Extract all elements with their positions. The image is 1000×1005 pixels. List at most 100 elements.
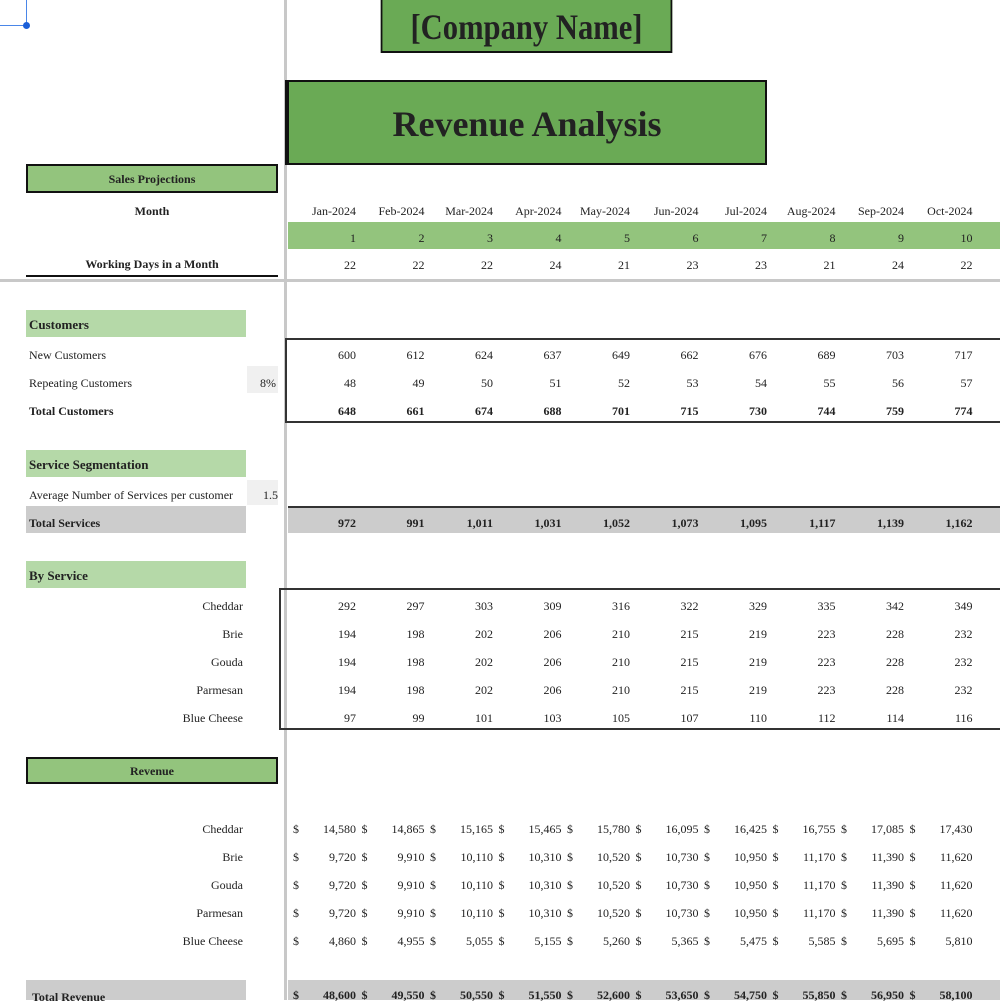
by-service-header[interactable]: By Service xyxy=(26,561,246,588)
customer-value-cell[interactable]: 676 xyxy=(749,348,767,362)
revenue-value-cell[interactable]: 10,520 xyxy=(597,850,630,864)
service-value-cell[interactable]: 103 xyxy=(543,711,562,725)
revenue-value-cell[interactable]: 11,390 xyxy=(871,850,904,864)
revenue-value-cell[interactable]: 16,755 xyxy=(802,822,836,836)
revenue-value-cell[interactable]: 10,730 xyxy=(665,906,699,920)
working-days-cell[interactable]: 22 xyxy=(960,258,973,272)
total-revenue-cell[interactable]: 49,550 xyxy=(391,988,425,1002)
service-value-cell[interactable]: 215 xyxy=(680,627,699,641)
total-services-cell[interactable]: 991 xyxy=(406,516,425,530)
service-value-cell[interactable]: 116 xyxy=(954,711,973,725)
customer-value-cell[interactable]: 637 xyxy=(543,348,562,362)
working-days-cell[interactable]: 24 xyxy=(549,258,562,272)
customer-value-cell[interactable]: 49 xyxy=(412,376,425,390)
revenue-value-cell[interactable]: 10,310 xyxy=(528,906,562,920)
customer-value-cell[interactable]: 612 xyxy=(406,348,425,362)
service-value-cell[interactable]: 202 xyxy=(475,627,493,641)
service-value-cell[interactable]: 349 xyxy=(954,599,973,613)
total-revenue-cell[interactable]: 52,600 xyxy=(597,988,630,1002)
month-header-cell[interactable]: Feb-2024 xyxy=(378,204,425,218)
service-value-cell[interactable]: 101 xyxy=(475,711,493,725)
service-value-cell[interactable]: 228 xyxy=(886,655,904,669)
service-value-cell[interactable]: 228 xyxy=(886,627,904,641)
customer-value-cell[interactable]: 48 xyxy=(344,376,356,390)
revenue-value-cell[interactable]: 11,390 xyxy=(871,906,904,920)
revenue-value-cell[interactable]: 9,720 xyxy=(329,878,356,892)
customer-value-cell[interactable]: 674 xyxy=(475,404,493,418)
revenue-value-cell[interactable]: 17,085 xyxy=(871,822,904,836)
month-header-cell[interactable]: Aug-2024 xyxy=(786,204,836,218)
service-value-cell[interactable]: 198 xyxy=(406,627,425,641)
total-revenue-cell[interactable]: 58,100 xyxy=(939,988,973,1002)
total-revenue-cell[interactable]: 53,650 xyxy=(665,988,699,1002)
service-value-cell[interactable]: 303 xyxy=(475,599,493,613)
service-value-cell[interactable]: 316 xyxy=(612,599,630,613)
page-title-cell[interactable]: Revenue Analysis xyxy=(285,80,767,165)
revenue-value-cell[interactable]: 11,170 xyxy=(802,906,836,920)
customer-value-cell[interactable]: 689 xyxy=(817,348,836,362)
service-value-cell[interactable]: 99 xyxy=(412,711,425,725)
service-value-cell[interactable]: 198 xyxy=(406,683,425,697)
service-value-cell[interactable]: 228 xyxy=(886,683,904,697)
total-services-cell[interactable]: 1,073 xyxy=(671,516,699,530)
customer-value-cell[interactable]: 624 xyxy=(475,348,493,362)
sales-projections-header[interactable]: Sales Projections xyxy=(26,164,278,193)
service-value-cell[interactable]: 210 xyxy=(612,627,630,641)
service-value-cell[interactable]: 114 xyxy=(886,711,904,725)
revenue-value-cell[interactable]: 9,910 xyxy=(397,878,425,892)
customer-value-cell[interactable]: 648 xyxy=(338,404,356,418)
revenue-value-cell[interactable]: 10,950 xyxy=(734,878,767,892)
customer-value-cell[interactable]: 759 xyxy=(886,404,904,418)
customer-value-cell[interactable]: 54 xyxy=(755,376,767,390)
service-value-cell[interactable]: 202 xyxy=(475,683,493,697)
customer-value-cell[interactable]: 51 xyxy=(549,376,562,390)
customer-value-cell[interactable]: 50 xyxy=(481,376,493,390)
revenue-value-cell[interactable]: 10,310 xyxy=(528,850,562,864)
service-value-cell[interactable]: 292 xyxy=(338,599,356,613)
revenue-value-cell[interactable]: 11,390 xyxy=(871,878,904,892)
revenue-value-cell[interactable]: 10,950 xyxy=(734,850,767,864)
service-value-cell[interactable]: 223 xyxy=(817,627,836,641)
service-value-cell[interactable]: 335 xyxy=(817,599,836,613)
frozen-row-divider[interactable] xyxy=(0,279,1000,282)
revenue-value-cell[interactable]: 15,165 xyxy=(460,822,493,836)
customer-value-cell[interactable]: 730 xyxy=(749,404,767,418)
revenue-value-cell[interactable]: 10,110 xyxy=(460,878,493,892)
revenue-value-cell[interactable]: 9,720 xyxy=(329,906,356,920)
customer-value-cell[interactable]: 57 xyxy=(960,376,973,390)
revenue-value-cell[interactable]: 9,910 xyxy=(397,850,425,864)
month-header-cell[interactable]: Jan-2024 xyxy=(312,204,356,218)
service-value-cell[interactable]: 206 xyxy=(543,683,562,697)
service-value-cell[interactable]: 219 xyxy=(749,655,767,669)
month-header-cell[interactable]: Oct-2024 xyxy=(927,204,973,218)
customer-value-cell[interactable]: 744 xyxy=(817,404,836,418)
revenue-value-cell[interactable]: 11,620 xyxy=(939,850,973,864)
customer-value-cell[interactable]: 649 xyxy=(612,348,630,362)
customer-value-cell[interactable]: 717 xyxy=(954,348,973,362)
service-value-cell[interactable]: 210 xyxy=(612,683,630,697)
revenue-value-cell[interactable]: 11,620 xyxy=(939,906,973,920)
revenue-value-cell[interactable]: 10,110 xyxy=(460,906,493,920)
selection-handle[interactable] xyxy=(23,22,30,29)
service-value-cell[interactable]: 194 xyxy=(338,683,356,697)
service-value-cell[interactable]: 342 xyxy=(886,599,904,613)
revenue-value-cell[interactable]: 11,170 xyxy=(802,850,836,864)
customers-header[interactable]: Customers xyxy=(26,310,246,337)
service-value-cell[interactable]: 219 xyxy=(749,627,767,641)
revenue-value-cell[interactable]: 10,110 xyxy=(460,850,493,864)
customer-value-cell[interactable]: 52 xyxy=(618,376,630,390)
revenue-value-cell[interactable]: 14,865 xyxy=(391,822,425,836)
month-number-cell[interactable]: 4 xyxy=(555,231,562,245)
service-segmentation-header[interactable]: Service Segmentation xyxy=(26,450,246,477)
month-number-cell[interactable]: 1 xyxy=(350,231,356,245)
revenue-value-cell[interactable]: 14,580 xyxy=(323,822,356,836)
month-header-cell[interactable]: Jul-2024 xyxy=(725,204,767,218)
service-value-cell[interactable]: 105 xyxy=(612,711,630,725)
service-value-cell[interactable]: 210 xyxy=(612,655,630,669)
revenue-value-cell[interactable]: 5,365 xyxy=(671,934,699,948)
service-value-cell[interactable]: 232 xyxy=(954,683,973,697)
month-number-cell[interactable]: 6 xyxy=(692,231,699,245)
service-value-cell[interactable]: 194 xyxy=(338,627,356,641)
revenue-header[interactable]: Revenue xyxy=(26,757,278,784)
revenue-value-cell[interactable]: 10,520 xyxy=(597,906,630,920)
